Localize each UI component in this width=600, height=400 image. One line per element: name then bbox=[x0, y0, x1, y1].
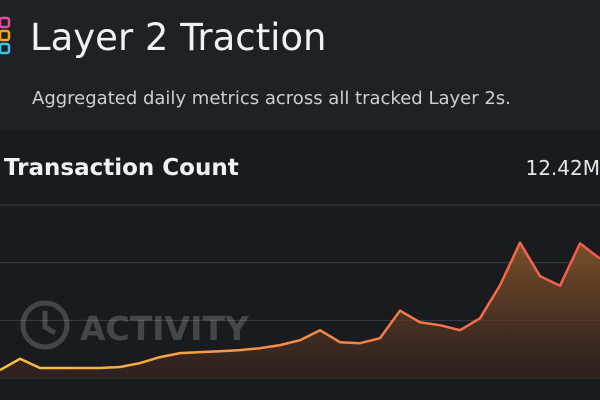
watermark-text: ACTIVITY bbox=[80, 309, 250, 348]
area bbox=[0, 242, 600, 378]
page-title: Layer 2 Traction bbox=[30, 16, 327, 59]
page-subtitle: Aggregated daily metrics across all trac… bbox=[32, 88, 511, 109]
watermark: ACTIVITY bbox=[20, 300, 250, 350]
card-title: Transaction Count bbox=[4, 155, 239, 181]
logo-icon bbox=[0, 16, 11, 55]
line bbox=[0, 241, 600, 372]
card-value: 12.42M bbox=[525, 156, 600, 180]
header-bg bbox=[0, 0, 600, 130]
plot bbox=[0, 204, 600, 379]
